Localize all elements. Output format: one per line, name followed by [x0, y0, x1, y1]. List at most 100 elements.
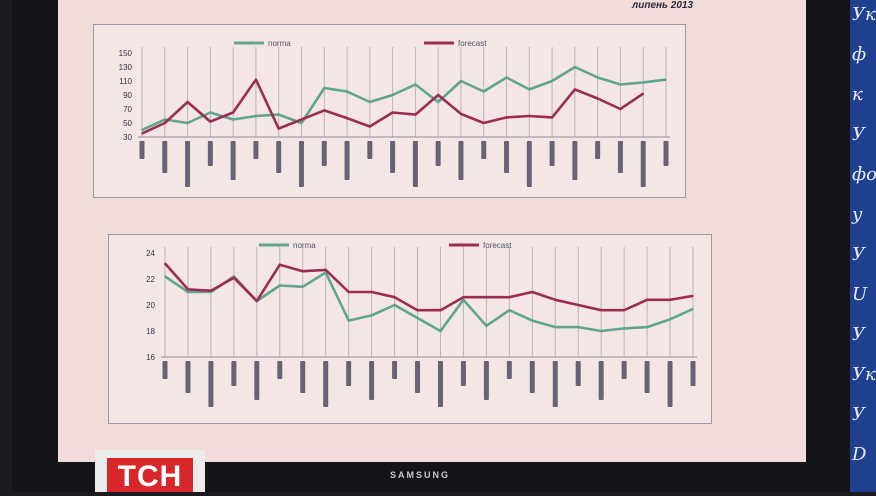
chart-panel-bottom: 24 22 20 18 16 norma forecast: [108, 234, 712, 424]
data-point-norma: [642, 81, 645, 84]
y-tick-label: 16: [146, 353, 155, 362]
category-label: [321, 141, 327, 166]
data-point-forecast: [642, 92, 645, 95]
side-banner-glyph: У: [852, 244, 866, 265]
period-label: липень 2013: [632, 0, 694, 11]
category-label: [162, 141, 168, 173]
data-point-forecast: [485, 296, 488, 298]
data-point-norma: [416, 317, 419, 319]
data-point-forecast: [393, 296, 396, 298]
category-label: [412, 141, 418, 187]
category-label: [276, 141, 282, 173]
category-label: [460, 361, 466, 386]
legend-label-norma: norma: [293, 241, 316, 250]
data-point-norma: [528, 88, 531, 91]
category-label: [572, 141, 578, 180]
data-point-forecast: [462, 296, 465, 298]
y-tick-label: 20: [146, 301, 155, 310]
category-label: [185, 361, 191, 393]
data-point-forecast: [574, 88, 576, 91]
category-label: [644, 361, 650, 393]
category-label: [667, 361, 673, 407]
data-point-forecast: [347, 291, 350, 293]
data-point-forecast: [186, 101, 189, 103]
data-point-norma: [391, 94, 394, 96]
data-point-forecast: [414, 113, 417, 116]
data-point-forecast: [187, 288, 189, 291]
category-label: [346, 361, 352, 386]
category-label: [369, 361, 375, 400]
data-point-forecast: [323, 109, 326, 112]
side-banner-glyph: у: [852, 204, 863, 225]
legend-label-norma: norma: [268, 39, 291, 48]
data-point-forecast: [528, 115, 531, 117]
category-label: [552, 361, 558, 407]
data-point-norma: [278, 284, 281, 287]
data-point-norma: [531, 319, 534, 322]
y-tick-label: 18: [146, 327, 155, 336]
channel-logo-text: ТСН: [107, 458, 193, 493]
category-label: [367, 141, 373, 159]
category-label: [690, 361, 696, 386]
y-tick-label: 150: [119, 49, 133, 58]
data-point-norma: [346, 90, 348, 93]
data-point-forecast: [255, 78, 257, 81]
data-point-norma: [164, 275, 166, 278]
data-point-forecast: [596, 97, 599, 100]
data-point-norma: [460, 80, 462, 82]
data-point-forecast: [369, 125, 371, 128]
data-point-norma: [186, 122, 189, 124]
data-point-forecast: [370, 291, 373, 293]
data-point-forecast: [141, 132, 143, 135]
data-point-forecast: [210, 289, 212, 292]
category-label: [298, 141, 304, 187]
data-point-norma: [163, 118, 166, 121]
category-label: [435, 141, 441, 166]
data-point-norma: [370, 314, 373, 317]
data-point-forecast: [163, 122, 166, 124]
side-banner-glyph: Ук: [852, 364, 876, 385]
category-label: [323, 361, 329, 407]
data-point-norma: [347, 319, 350, 322]
y-tick-label: 90: [123, 91, 132, 100]
data-point-forecast: [508, 296, 511, 298]
category-label: [230, 141, 236, 180]
data-point-norma: [393, 304, 396, 306]
category-label: [506, 361, 512, 379]
series-line-norma: [164, 271, 694, 333]
legend-label-forecast: forecast: [458, 39, 487, 48]
data-point-norma: [623, 327, 625, 330]
data-point-forecast: [437, 94, 439, 96]
data-point-forecast: [669, 299, 671, 301]
data-point-norma: [323, 87, 326, 89]
line-chart-top: 150 130 110 90 70 50 30 norma forecast: [119, 39, 670, 187]
data-point-forecast: [619, 108, 622, 110]
category-label: [185, 141, 191, 187]
data-point-norma: [551, 80, 553, 82]
monitor-brand: SAMSUNG: [390, 470, 451, 480]
category-label: [390, 141, 396, 173]
category-label: [458, 141, 464, 180]
data-point-norma: [209, 111, 212, 114]
category-label: [595, 141, 601, 159]
category-label: [208, 361, 214, 407]
data-point-forecast: [531, 291, 534, 293]
data-point-norma: [369, 101, 371, 103]
side-banner-glyph: ф: [852, 44, 867, 65]
category-label: [598, 361, 604, 400]
category-label: [139, 141, 145, 159]
category-label: [437, 361, 443, 407]
data-point-forecast: [300, 118, 303, 121]
data-point-forecast: [439, 309, 442, 311]
data-point-norma: [619, 83, 622, 86]
y-tick-label: 70: [123, 105, 132, 114]
side-banner-glyph: У: [852, 324, 866, 345]
y-tick-label: 130: [119, 63, 133, 72]
category-label: [207, 141, 213, 166]
line-chart-bottom: 24 22 20 18 16 norma forecast: [146, 241, 697, 407]
data-point-forecast: [278, 263, 281, 266]
data-point-norma: [277, 113, 280, 116]
data-point-forecast: [209, 120, 212, 123]
data-point-norma: [187, 291, 189, 293]
